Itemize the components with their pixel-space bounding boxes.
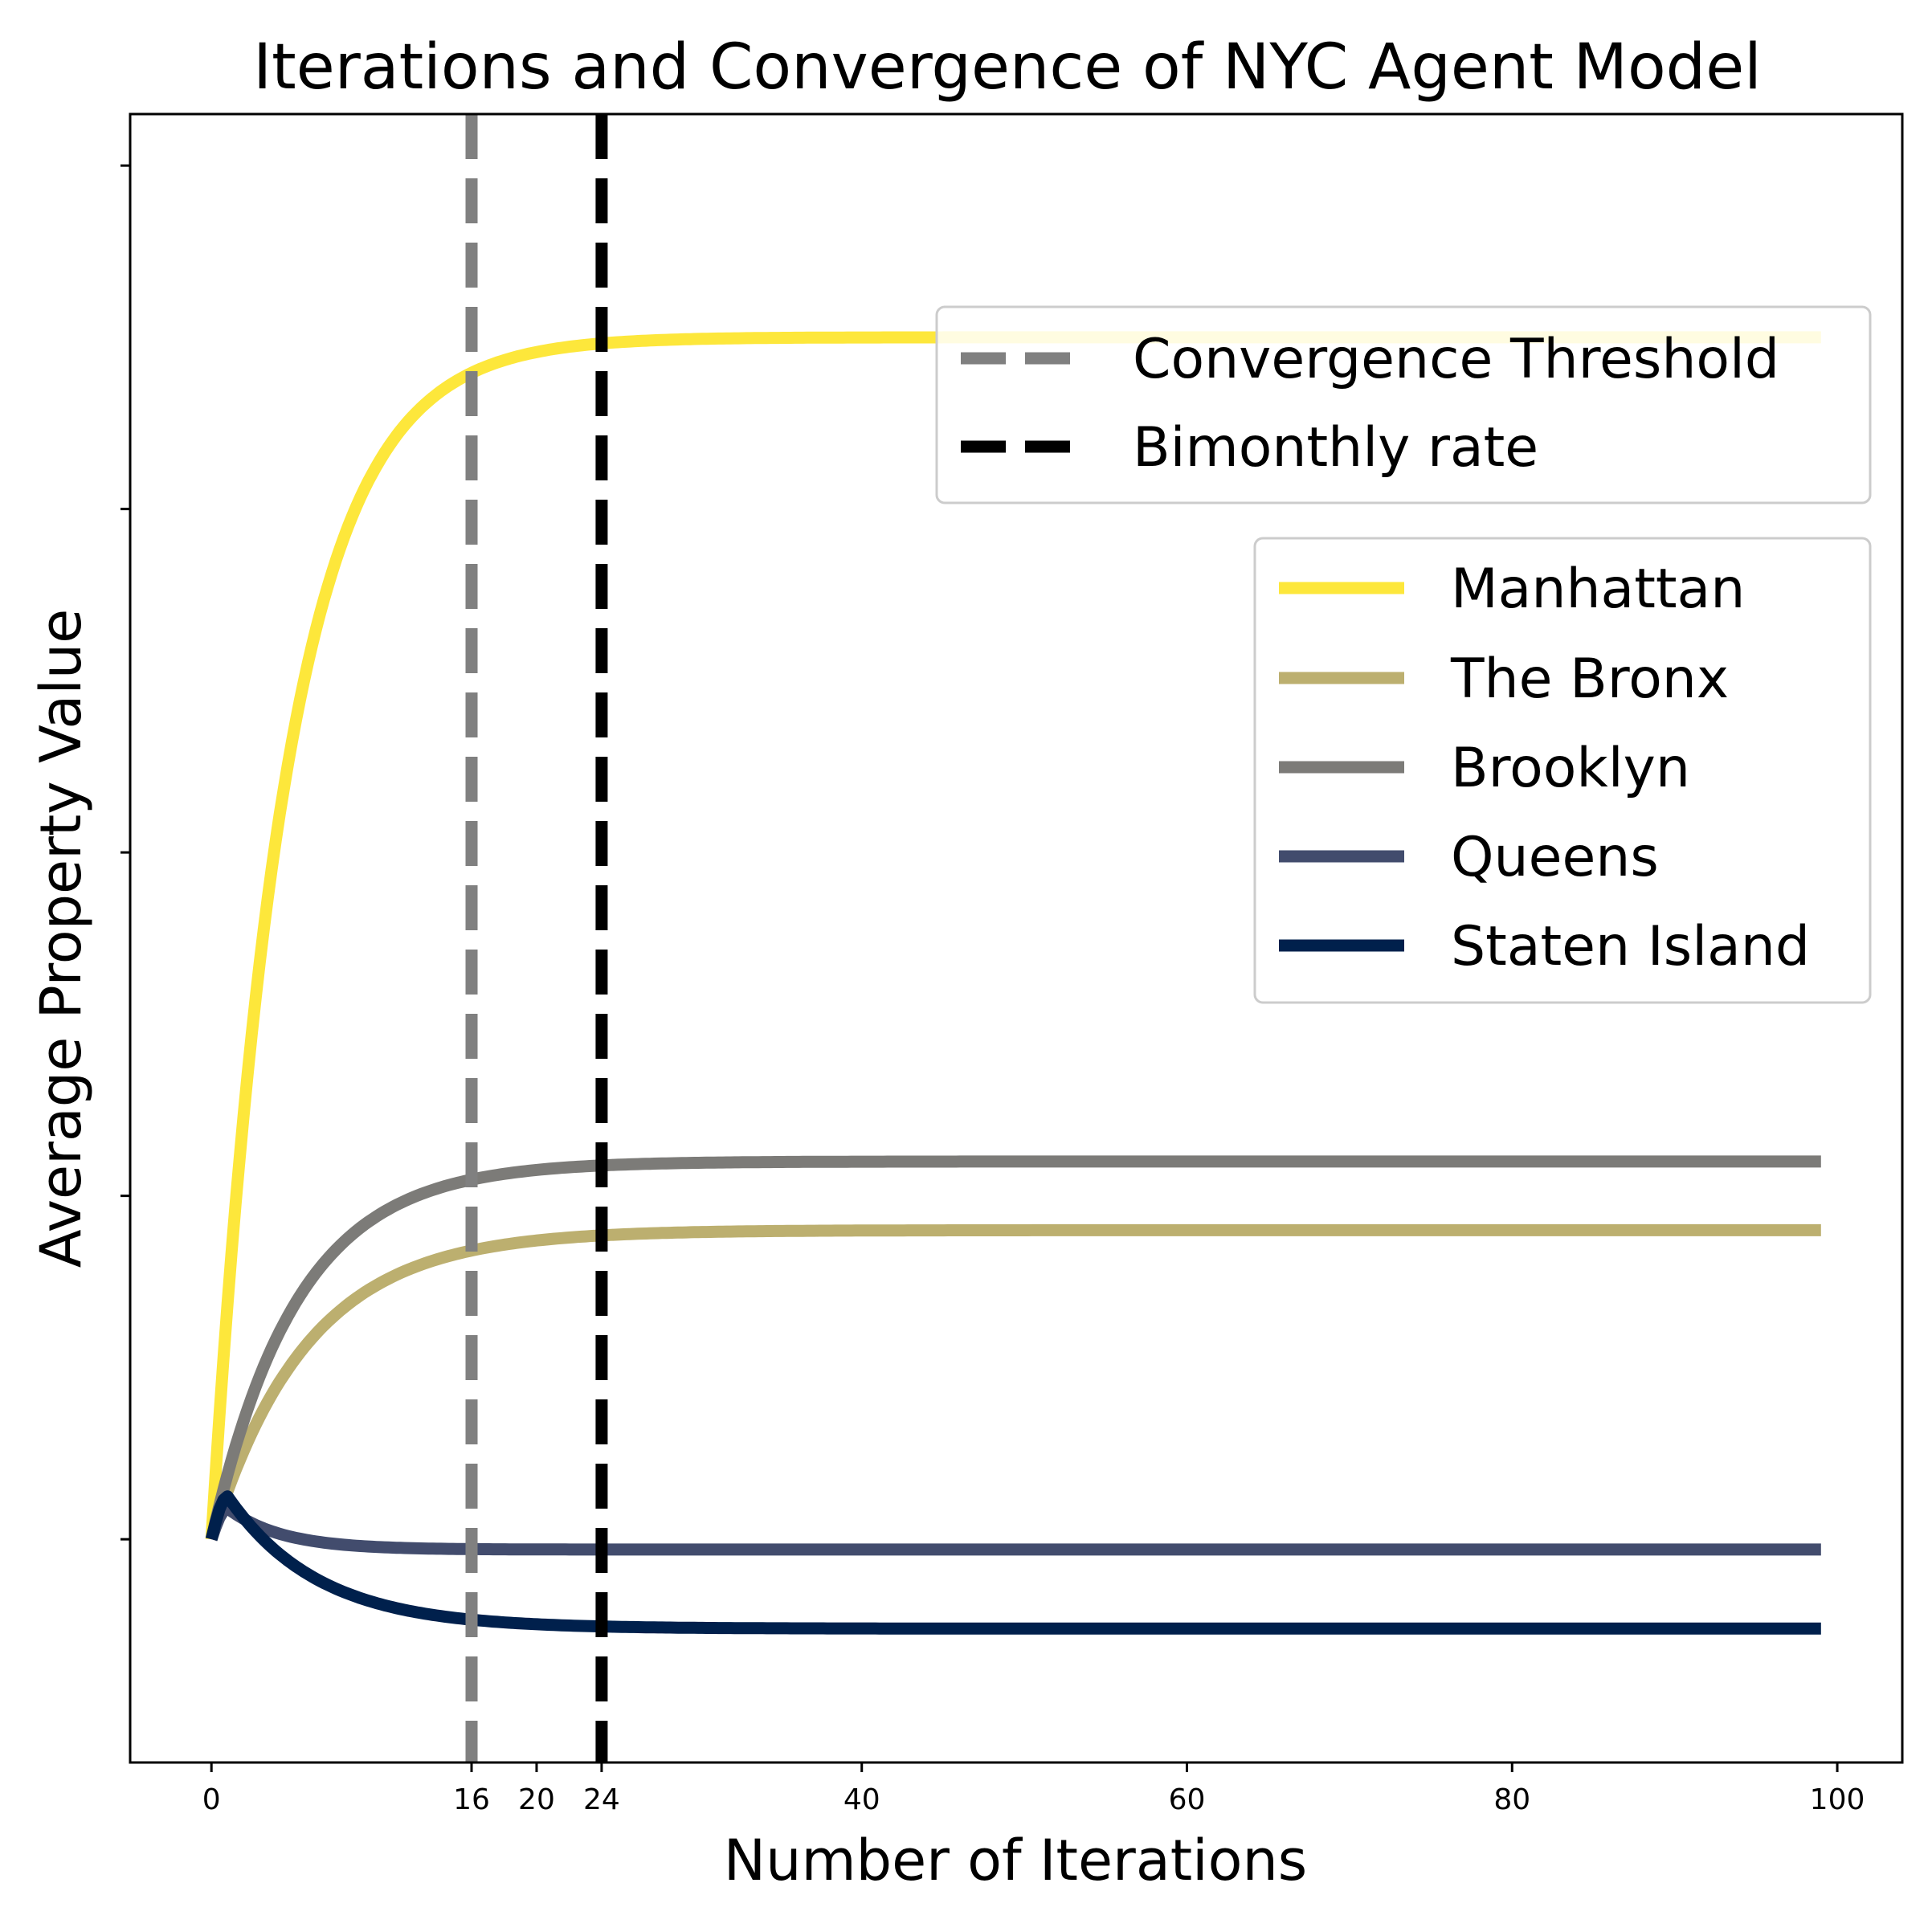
x-tick-label: 20 xyxy=(518,1783,555,1816)
legend-label: Queens xyxy=(1451,826,1659,889)
x-tick-label: 40 xyxy=(844,1783,880,1816)
legend-1: Convergence Threshold Bimonthly rate xyxy=(935,305,1872,504)
series-line-brooklyn xyxy=(205,1155,1824,1541)
x-tick-label: 80 xyxy=(1493,1783,1530,1816)
legend-frame xyxy=(1253,537,1872,1004)
legend-label: Staten Island xyxy=(1451,915,1810,978)
x-tick-label: 100 xyxy=(1810,1783,1865,1816)
legend-label: Brooklyn xyxy=(1451,737,1690,800)
x-tick-label: 60 xyxy=(1169,1783,1206,1816)
series-line-staten-island xyxy=(205,1490,1824,1635)
series-line-queens xyxy=(206,1502,1824,1556)
y-axis-label: Average Property Value xyxy=(28,609,94,1268)
legend-label: The Bronx xyxy=(1450,647,1729,711)
x-axis-label: Number of Iterations xyxy=(724,1828,1308,1893)
plot-frame xyxy=(129,112,1904,1764)
series-line-the-bronx xyxy=(206,1223,1824,1542)
x-tick-label: 16 xyxy=(453,1783,490,1816)
legend-label: Bimonthly rate xyxy=(1133,416,1538,480)
legend-label: Convergence Threshold xyxy=(1133,328,1779,391)
x-tick-label: 24 xyxy=(583,1783,620,1816)
legend-frame xyxy=(935,305,1872,504)
chart-title: Iterations and Convergence of NYC Agent … xyxy=(253,31,1762,104)
legend-label: Manhattan xyxy=(1451,558,1745,621)
legend-2: Manhattan The Bronx Brooklyn Queens Staten I… xyxy=(1253,537,1872,1004)
legends: Convergence Threshold Bimonthly rate Manha… xyxy=(935,305,1872,1004)
x-tick-label: 0 xyxy=(202,1783,221,1816)
